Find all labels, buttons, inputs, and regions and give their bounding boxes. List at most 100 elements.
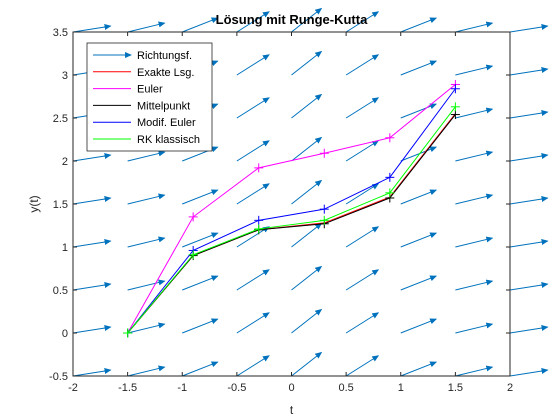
legend-entry: Modif. Euler (93, 117, 196, 129)
direction-arrow (509, 196, 549, 205)
legend-entry: Exakte Lsg. (93, 67, 194, 79)
direction-arrow (72, 239, 112, 248)
direction-arrow (236, 269, 270, 291)
direction-arrow (291, 351, 323, 377)
data-point (319, 204, 329, 214)
direction-arrow (236, 183, 270, 205)
direction-arrow (72, 282, 112, 291)
y-tick-label: 1.5 (53, 199, 68, 211)
direction-arrow (236, 54, 270, 76)
data-point (385, 188, 395, 198)
direction-arrow (400, 60, 438, 76)
x-tick-label: 0 (288, 382, 294, 394)
direction-arrow (455, 64, 494, 76)
direction-arrow (455, 322, 494, 334)
y-tick-label: 3 (62, 70, 68, 82)
direction-arrow (127, 193, 166, 205)
data-point (188, 250, 198, 260)
legend-items: Richtungsf. Exakte Lsg. Euler Mittelpunkt Mo… (93, 50, 200, 146)
direction-arrow (291, 136, 323, 162)
direction-arrow (400, 17, 438, 33)
direction-arrow (509, 24, 549, 33)
data-point (254, 224, 264, 234)
direction-arrow (291, 179, 323, 205)
x-tick-label: -2 (68, 382, 78, 394)
direction-arrow (291, 50, 323, 76)
legend-label: Richtungsf. (137, 50, 192, 62)
direction-arrow (291, 93, 323, 119)
direction-arrow (182, 232, 219, 248)
direction-arrow (127, 279, 166, 291)
x-axis-label: t (290, 403, 294, 417)
direction-arrow (345, 54, 380, 76)
direction-arrow (345, 183, 380, 205)
data-point (450, 110, 460, 120)
y-tick-label: 2 (62, 156, 68, 168)
x-tick-label: -1 (177, 382, 187, 394)
x-tick-label: 0.5 (338, 382, 353, 394)
series-layer (123, 79, 460, 338)
y-tick-label: 2.5 (53, 113, 68, 125)
legend-label: RK klassisch (137, 134, 200, 146)
direction-arrow (182, 275, 219, 291)
series-line (127, 106, 456, 334)
axis-ticks: -2 -1.5 -1 -0.5 0 0.5 1 1.5 2 -0.5 0 0.5 1 1.5 2 2.5 3 3.… (49, 27, 513, 394)
data-point (450, 84, 460, 94)
direction-arrow (345, 269, 380, 291)
data-point (188, 212, 198, 222)
direction-arrow (345, 11, 380, 33)
x-tick-label: 1.5 (448, 382, 463, 394)
legend-entry: Richtungsf. (93, 50, 192, 62)
direction-arrow (345, 140, 380, 162)
legend-entry: Euler (93, 84, 163, 96)
direction-arrow (236, 226, 270, 248)
direction-arrow (291, 265, 323, 291)
legend-box (86, 42, 213, 152)
direction-arrow (72, 153, 112, 162)
legend: Richtungsf. Exakte Lsg. Euler Mittelpunkt Mo… (86, 42, 213, 152)
direction-arrow (291, 222, 323, 248)
y-axis-label: y(t) (27, 195, 41, 212)
direction-arrow (127, 150, 166, 162)
data-point (319, 215, 329, 225)
direction-arrow (509, 67, 549, 76)
legend-entry: Mittelpunkt (93, 100, 190, 112)
direction-arrow (509, 368, 549, 377)
y-tick-label: -0.5 (49, 371, 68, 383)
direction-arrow (509, 110, 549, 119)
direction-arrow (291, 7, 323, 33)
direction-arrow (345, 226, 380, 248)
chart-title: Lösung mit Runge-Kutta (216, 12, 368, 27)
direction-arrow (236, 97, 270, 119)
x-tick-label: 1 (398, 382, 404, 394)
y-tick-label: 1 (62, 242, 68, 254)
data-point (319, 148, 329, 158)
direction-arrow (455, 150, 494, 162)
legend-entry: RK klassisch (93, 134, 200, 146)
direction-arrow (127, 365, 166, 377)
direction-arrow (400, 103, 438, 119)
direction-arrow (236, 140, 270, 162)
direction-arrow (455, 236, 494, 248)
direction-arrow (182, 17, 219, 33)
direction-arrow (72, 196, 112, 205)
direction-arrow (509, 153, 549, 162)
direction-arrow (127, 322, 166, 334)
y-tick-label: 0.5 (53, 285, 68, 297)
data-point (254, 215, 264, 225)
direction-arrow (182, 361, 219, 377)
x-tick-label: -1.5 (118, 382, 137, 394)
direction-arrow (400, 361, 438, 377)
x-tick-label: 2 (507, 382, 513, 394)
legend-label: Mittelpunkt (137, 100, 190, 112)
direction-arrow (455, 21, 494, 33)
direction-arrow (236, 11, 270, 33)
data-point (254, 163, 264, 173)
direction-arrow (345, 97, 380, 119)
direction-arrow (509, 282, 549, 291)
direction-arrow (455, 193, 494, 205)
direction-arrow (400, 232, 438, 248)
direction-arrow (72, 325, 112, 334)
direction-arrow (400, 146, 438, 162)
direction-arrow (127, 236, 166, 248)
